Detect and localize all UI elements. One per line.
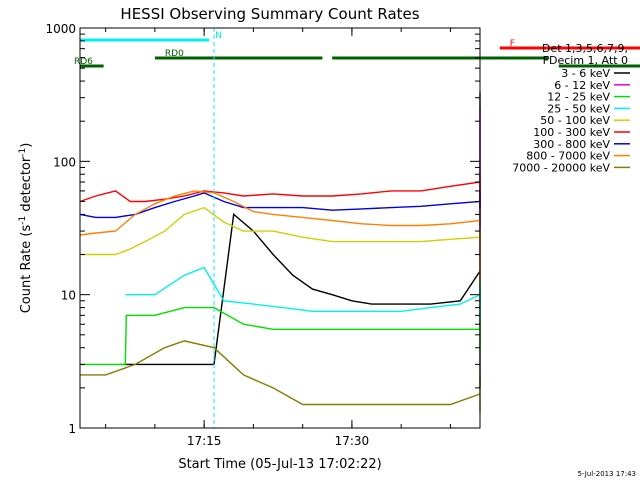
legend-entry-label-7: 800 - 7000 keV bbox=[526, 150, 610, 163]
status-bar-label-1: F bbox=[510, 39, 515, 49]
legend-entry-label-3: 25 - 50 keV bbox=[547, 102, 610, 115]
legend-entry-label-6: 300 - 800 keV bbox=[533, 138, 610, 151]
vertical-markers-layer bbox=[213, 28, 215, 428]
legend-entry-label-5: 100 - 300 keV bbox=[533, 126, 610, 139]
series-line-3 bbox=[125, 266, 481, 320]
status-bars-layer: N F RD0 RD6 bbox=[74, 31, 640, 68]
series-line-0 bbox=[120, 92, 481, 388]
series-3 bbox=[125, 266, 481, 320]
legend-header-0: Det 1,3,5,6,7,9, bbox=[542, 42, 628, 55]
series-layer bbox=[79, 92, 481, 413]
series-line-6 bbox=[79, 190, 481, 226]
legend: Det 1,3,5,6,7,9,FDecim 1, Att 03 - 6 keV… bbox=[512, 42, 630, 174]
axes-layer: 17:15 17:30 1 10 100 1000 bbox=[45, 22, 480, 448]
series-line-8 bbox=[80, 340, 481, 413]
legend-entry-label-2: 12 - 25 keV bbox=[547, 91, 610, 104]
y-tick-label-1: 10 bbox=[61, 289, 76, 303]
plot-frame bbox=[79, 27, 481, 429]
series-4 bbox=[80, 206, 481, 285]
legend-entry-label-0: 3 - 6 keV bbox=[561, 67, 610, 80]
status-bar-label-2: RD0 bbox=[165, 49, 184, 59]
series-5 bbox=[79, 174, 481, 208]
series-line-2 bbox=[80, 275, 481, 366]
x-tick-label-1: 17:30 bbox=[335, 434, 370, 448]
status-bar-label-3: RD6 bbox=[74, 57, 93, 67]
series-6 bbox=[79, 190, 481, 226]
series-2 bbox=[80, 275, 481, 366]
footer-timestamp: 5-Jul-2013 17:43 bbox=[577, 470, 636, 478]
chart-title: HESSI Observing Summary Count Rates bbox=[120, 5, 419, 23]
y-axis-label: Count Rate (s-1 detector-1) bbox=[18, 143, 34, 314]
y-tick-label-3: 1000 bbox=[45, 22, 76, 36]
series-8 bbox=[80, 340, 481, 413]
x-tick-label-0: 17:15 bbox=[187, 434, 222, 448]
legend-header-1: FDecim 1, Att 0 bbox=[543, 54, 628, 67]
legend-entry-label-8: 7000 - 20000 keV bbox=[512, 161, 610, 174]
status-bar-label-0: N bbox=[215, 31, 222, 41]
legend-entry-label-4: 50 - 100 keV bbox=[540, 114, 610, 127]
series-line-4 bbox=[80, 206, 481, 285]
legend-entry-label-1: 6 - 12 keV bbox=[554, 79, 610, 92]
series-line-5 bbox=[79, 174, 481, 208]
y-tick-label-0: 1 bbox=[68, 422, 76, 436]
series-0 bbox=[120, 92, 481, 388]
y-tick-label-2: 100 bbox=[53, 155, 76, 169]
x-axis-label: Start Time (05-Jul-13 17:02:22) bbox=[178, 457, 381, 472]
